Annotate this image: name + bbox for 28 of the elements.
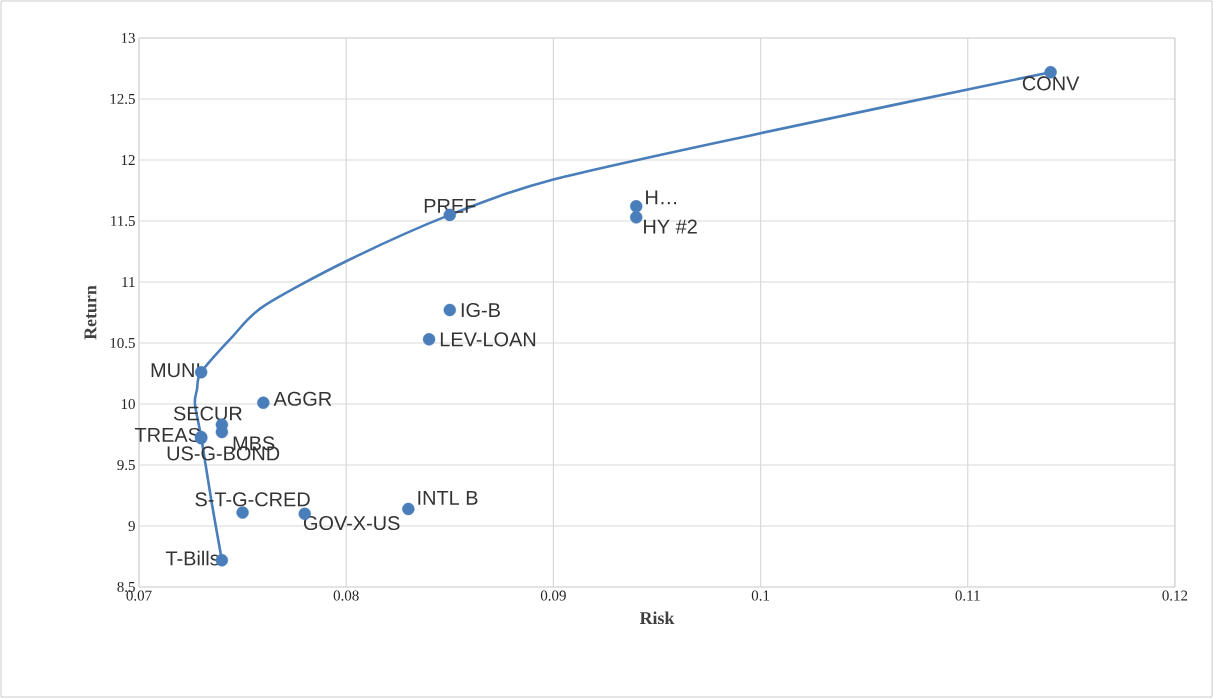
annotation: GOV-X-US [303,516,400,531]
y-tick-label: 9 [128,520,135,532]
annotation: LEV-LOAN [440,332,536,347]
y-axis-title: Return [84,285,97,340]
annotation: PREF [424,198,476,213]
x-tick-label: 0.09 [540,590,566,601]
x-tick-label: 0.11 [955,590,980,601]
y-tick-label: 12.5 [110,93,135,105]
y-tick-label: 10 [121,398,135,410]
y-tick-label: 9.5 [117,459,135,471]
y-tick-label: 8.5 [117,581,135,593]
x-tick-label: 0.1 [751,590,770,601]
x-tick-label: 0.07 [126,590,152,601]
y-tick-label: 11 [122,277,135,287]
annotation: H… [646,190,677,205]
annotation: AGGR [273,391,332,406]
x-tick-label: 0.12 [1162,590,1188,601]
x-tick-label: 0.08 [333,590,359,601]
y-tick-label: 12 [121,155,135,165]
y-tick-label: 10.5 [110,337,135,349]
x-axis-title: Risk [639,611,675,625]
annotation: CONV [1022,76,1080,91]
annotation: IG-B [461,303,500,318]
y-tick-label: 11.5 [111,215,135,227]
y-tick-label: 13 [121,32,135,44]
annotation: INTL B [418,491,478,505]
annotation: HY #2 [644,219,697,234]
annotation: T-Bills [165,550,219,566]
